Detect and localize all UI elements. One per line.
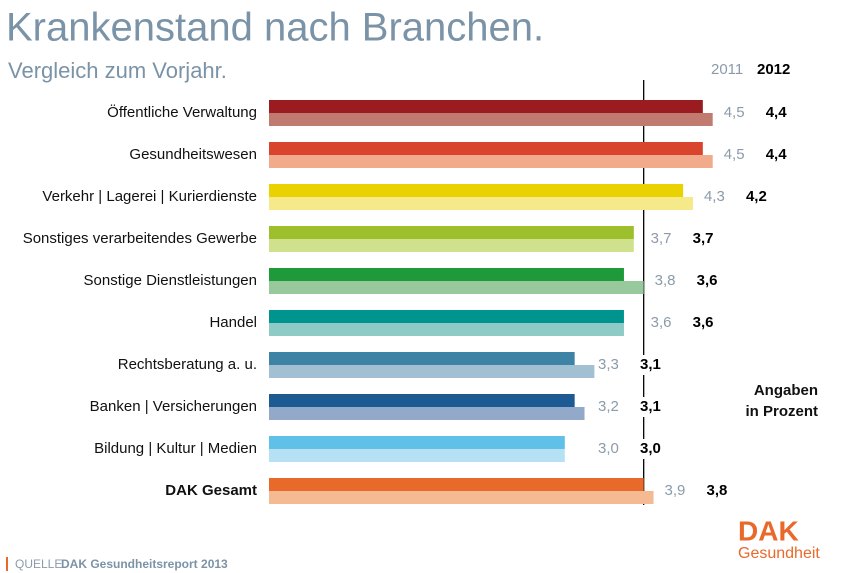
legend-entry: 2011 — [711, 61, 743, 78]
label-background — [636, 355, 666, 375]
label-background — [702, 481, 733, 501]
category-label: Handel — [209, 314, 257, 331]
label-background — [688, 229, 719, 249]
value-label-2012: 3,6 — [693, 314, 714, 331]
bar-2011 — [269, 281, 644, 294]
bar-2012 — [269, 352, 575, 365]
bar-2012 — [269, 310, 624, 323]
category-label: Gesundheitswesen — [129, 146, 257, 163]
value-label-2011: 3,6 — [651, 314, 672, 331]
chart-subtitle: Vergleich zum Vorjahr. — [8, 58, 227, 83]
value-label-2012: 3,8 — [707, 482, 728, 499]
source-marker — [6, 557, 8, 571]
label-background — [688, 313, 719, 333]
note: Angaben — [754, 382, 818, 399]
label-background — [636, 397, 666, 417]
value-label-2012: 4,4 — [766, 146, 788, 163]
bar-2012 — [269, 436, 565, 449]
bar-2011 — [269, 113, 713, 126]
note: in Prozent — [745, 403, 818, 420]
category-label: Banken | Versicherungen — [90, 398, 257, 415]
bar-2011 — [269, 239, 634, 252]
bar-2012 — [269, 226, 634, 239]
bar-2011 — [269, 197, 693, 210]
value-label-2011: 3,0 — [598, 440, 619, 457]
category-label: Sonstige Dienstleistungen — [84, 272, 257, 289]
bar-2011 — [269, 407, 585, 420]
value-label-2011: 4,5 — [724, 104, 745, 121]
chart-title: Krankenstand nach Branchen. — [6, 6, 544, 50]
category-label: DAK Gesamt — [165, 482, 257, 499]
category-label: Sonstiges verarbeitendes Gewerbe — [23, 230, 257, 247]
value-label-2011: 3,2 — [598, 398, 619, 415]
value-label-2012: 3,7 — [693, 230, 714, 247]
bar-2011 — [269, 365, 595, 378]
bar-2012 — [269, 478, 644, 491]
label-background — [761, 103, 792, 123]
label-background — [741, 187, 772, 207]
value-label-2011: 3,3 — [598, 356, 619, 373]
label-background — [636, 439, 666, 459]
value-label-2011: 4,3 — [704, 188, 725, 205]
value-label-2011: 3,7 — [651, 230, 672, 247]
label-background — [692, 271, 723, 291]
source: DAK Gesundheitsreport 2013 — [61, 557, 228, 571]
value-label-2011: 3,8 — [655, 272, 676, 289]
bar-2011 — [269, 491, 654, 504]
label-background — [761, 145, 792, 165]
bar-2011 — [269, 155, 713, 168]
bar-2012 — [269, 394, 575, 407]
value-label-2012: 3,1 — [640, 398, 661, 415]
bar-2012 — [269, 142, 703, 155]
bar-2011 — [269, 449, 565, 462]
value-label-2012: 3,1 — [640, 356, 661, 373]
value-label-2012: 3,0 — [640, 440, 661, 457]
source-label: QUELLE — [15, 557, 62, 571]
bar-2012 — [269, 100, 703, 113]
category-label: Bildung | Kultur | Medien — [94, 440, 257, 457]
category-label: Öffentliche Verwaltung — [107, 103, 257, 121]
value-label-2012: 3,6 — [697, 272, 718, 289]
logo-text: Gesundheit — [738, 545, 820, 562]
bar-2012 — [269, 184, 684, 197]
category-label: Rechtsberatung a. u. — [118, 356, 257, 373]
value-label-2011: 4,5 — [724, 146, 745, 163]
legend-entry: 2012 — [757, 61, 790, 78]
value-label-2012: 4,4 — [766, 104, 788, 121]
bar-2011 — [269, 323, 624, 336]
value-label-2011: 3,9 — [665, 482, 686, 499]
bar-2012 — [269, 268, 624, 281]
value-label-2012: 4,2 — [746, 188, 767, 205]
logo-mark: DAK — [738, 515, 799, 546]
category-label: Verkehr | Lagerei | Kurierdienste — [42, 188, 257, 205]
